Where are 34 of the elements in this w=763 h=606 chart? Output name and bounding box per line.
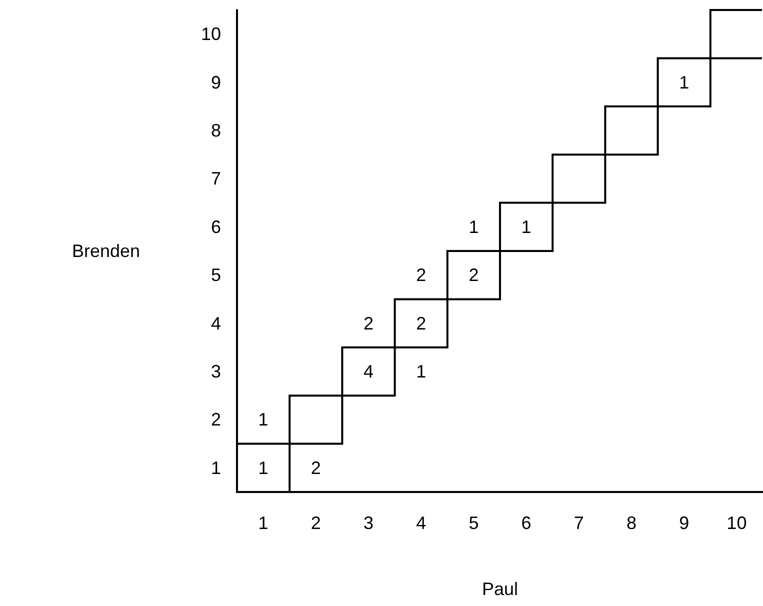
- data-label: 1: [679, 72, 690, 92]
- y-axis-title: Brenden: [72, 241, 140, 261]
- data-label: 2: [416, 313, 426, 334]
- x-tick-label: 2: [310, 513, 321, 533]
- y-tick-label: 4: [210, 313, 221, 334]
- data-label: 2: [363, 313, 374, 334]
- data-label: 2: [416, 265, 426, 286]
- y-tick-label: 6: [210, 216, 221, 237]
- data-label: 2: [310, 458, 321, 478]
- data-label: 1: [258, 458, 268, 478]
- data-label: 1: [521, 216, 532, 237]
- data-label: 4: [363, 362, 374, 382]
- y-tick-label: 8: [210, 120, 221, 140]
- y-tick-label: 1: [210, 458, 221, 478]
- y-tick-label: 3: [210, 362, 221, 382]
- y-tick-label: 10: [200, 24, 221, 44]
- x-tick-label: 6: [521, 513, 532, 533]
- x-tick-label: 9: [679, 513, 690, 533]
- data-label: 2: [468, 265, 479, 286]
- x-tick-label: 3: [363, 513, 374, 533]
- data-label: 1: [416, 362, 426, 382]
- y-tick-label: 7: [210, 168, 221, 189]
- data-label: 1: [258, 410, 268, 430]
- data-label: 1: [468, 216, 479, 237]
- y-tick-label: 5: [210, 265, 221, 286]
- y-tick-label: 2: [210, 410, 221, 430]
- x-tick-label: 7: [574, 513, 584, 533]
- x-axis-title: Paul: [482, 579, 518, 599]
- y-tick-label: 9: [210, 72, 221, 92]
- x-tick-label: 4: [416, 513, 426, 533]
- x-tick-label: 1: [258, 513, 268, 533]
- x-tick-label: 8: [626, 513, 637, 533]
- x-tick-label: 10: [726, 513, 747, 533]
- x-tick-label: 5: [468, 513, 479, 533]
